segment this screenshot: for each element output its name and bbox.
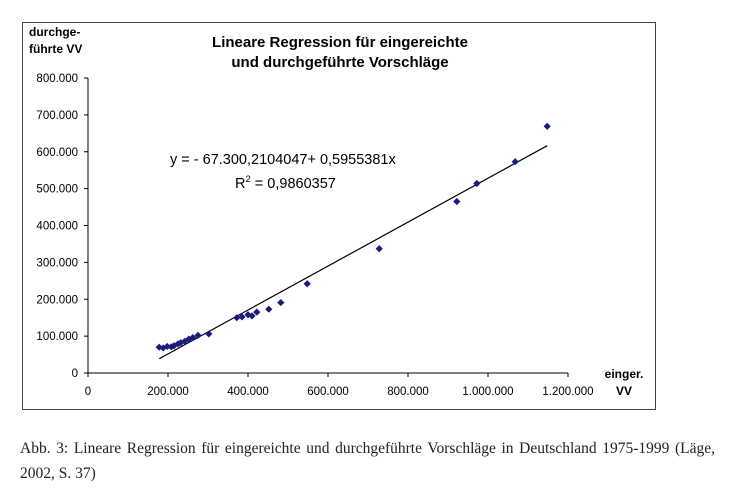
y-tick-label: 600.000 bbox=[36, 147, 78, 159]
x-axis-label: einger. VV bbox=[605, 367, 644, 398]
figure-caption: Abb. 3: Lineare Regression für eingereic… bbox=[20, 440, 715, 482]
data-point bbox=[167, 343, 175, 351]
y-tick-label: 500.000 bbox=[36, 184, 78, 196]
regression-chart: durchge-führte VV Lineare Regression für… bbox=[29, 25, 644, 398]
chart-frame: durchge-führte VV Lineare Regression für… bbox=[22, 22, 656, 410]
y-tick-label: 400.000 bbox=[36, 221, 78, 233]
y-tick-label: 200.000 bbox=[36, 294, 78, 306]
y-tick-label: 0 bbox=[72, 368, 78, 380]
regression-annotation: y = - 67.300,2104047+ 0,5955381x R2 = 0,9… bbox=[170, 152, 396, 192]
regression-layer bbox=[158, 145, 548, 360]
data-point bbox=[375, 245, 383, 253]
data-point bbox=[194, 331, 202, 339]
data-point bbox=[189, 334, 197, 342]
axes: 0 100.000 200.000 300.000 400.000 500.000 600.… bbox=[36, 73, 593, 398]
data-point bbox=[277, 298, 285, 307]
y-axis-label-line: durchge- bbox=[29, 25, 80, 39]
data-point bbox=[174, 340, 182, 348]
data-point bbox=[181, 337, 189, 345]
data-points bbox=[155, 122, 551, 352]
data-point bbox=[253, 308, 261, 316]
data-point bbox=[185, 335, 193, 343]
x-tick-label: 400.000 bbox=[227, 386, 269, 398]
y-axis-label-line: führte VV bbox=[29, 42, 82, 56]
x-axis-label-line: VV bbox=[616, 384, 632, 398]
chart-title-line: Lineare Regression für eingereichte bbox=[212, 34, 468, 51]
data-point bbox=[543, 122, 551, 130]
data-point bbox=[511, 158, 519, 166]
x-tick-label: 800.000 bbox=[387, 386, 429, 398]
x-tick-label: 1.200.000 bbox=[542, 386, 593, 398]
data-point bbox=[163, 342, 171, 351]
x-tick-label: 200.000 bbox=[147, 386, 189, 398]
y-axis-label: durchge-führte VV bbox=[29, 25, 82, 56]
data-point bbox=[170, 342, 178, 350]
r-squared: R2 = 0,9860357 bbox=[235, 174, 336, 192]
data-point bbox=[244, 311, 252, 319]
x-tick-label: 600.000 bbox=[307, 386, 349, 398]
x-tick-label: 1.000.000 bbox=[462, 386, 513, 398]
data-point bbox=[177, 339, 185, 347]
y-tick-label: 700.000 bbox=[36, 110, 78, 122]
x-axis-label-line: einger. bbox=[605, 367, 644, 381]
y-tick-label: 300.000 bbox=[36, 257, 78, 269]
y-tick-label: 100.000 bbox=[36, 331, 78, 343]
regression-line bbox=[158, 145, 548, 360]
data-point bbox=[453, 197, 461, 206]
data-point bbox=[265, 305, 273, 313]
data-point bbox=[248, 312, 256, 320]
data-point bbox=[205, 330, 213, 338]
data-point bbox=[473, 179, 481, 188]
chart-title-line: und durchgeführte Vorschläge bbox=[231, 54, 448, 71]
data-point bbox=[238, 313, 246, 321]
y-tick-label: 800.000 bbox=[36, 73, 78, 85]
x-tick-label: 0 bbox=[85, 386, 91, 398]
data-point bbox=[233, 314, 241, 322]
chart-title: Lineare Regression für eingereichte und d… bbox=[212, 34, 468, 71]
regression-equation: y = - 67.300,2104047+ 0,5955381x bbox=[170, 152, 396, 168]
data-point bbox=[303, 280, 311, 288]
